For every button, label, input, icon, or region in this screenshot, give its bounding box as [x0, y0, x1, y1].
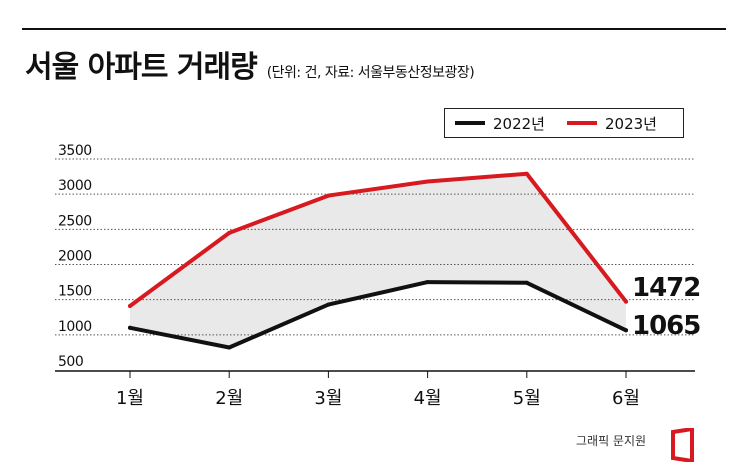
title-block: 서울 아파트 거래량 (단위: 건, 자료: 서울부동산정보광장) — [25, 42, 475, 86]
legend-label-2023: 2023년 — [604, 114, 657, 133]
y-tick-label-2000: 2000 — [58, 249, 92, 265]
data-point — [227, 230, 232, 235]
y-tick-label-500: 500 — [58, 354, 83, 370]
legend: 2022년 2023년 — [444, 108, 684, 138]
data-point — [624, 299, 628, 304]
legend-label-2022: 2022년 — [493, 114, 545, 133]
x-tick-label-3: 3월 — [314, 388, 342, 409]
y-tick-label-2500: 2500 — [58, 213, 92, 229]
x-tick-label-5: 5월 — [513, 388, 541, 409]
series-line-2022년 — [128, 280, 628, 350]
data-point — [624, 328, 628, 333]
bracket-logo-icon — [671, 428, 694, 462]
graphic-credit: 그래픽 문지원 — [576, 434, 647, 448]
legend-item-2023: 2023년 — [566, 113, 657, 134]
x-tick-label-1: 1월 — [116, 388, 144, 409]
legend-swatch-2023 — [566, 121, 597, 125]
data-point — [128, 303, 132, 308]
series-line-2023년 — [128, 171, 628, 308]
legend-swatch-2022 — [455, 121, 485, 125]
top-rule — [22, 28, 726, 30]
chart-subtitle: (단위: 건, 자료: 서울부동산정보광장) — [266, 65, 475, 81]
data-point — [227, 345, 232, 350]
data-point — [425, 179, 430, 184]
data-point — [326, 193, 331, 198]
data-point — [524, 280, 529, 285]
data-point — [425, 280, 430, 285]
area-between-series — [130, 173, 626, 348]
x-tick-label-2: 2월 — [215, 388, 243, 409]
x-tick-label-6: 6월 — [612, 388, 640, 409]
y-tick-label-1500: 1500 — [58, 284, 92, 300]
end-label-2022: 1065 — [632, 311, 700, 341]
chart-title: 서울 아파트 거래량 — [25, 50, 258, 85]
x-tick-label-4: 4월 — [414, 388, 442, 409]
end-label-2023: 1472 — [632, 273, 700, 303]
y-tick-label-3000: 3000 — [58, 178, 92, 194]
y-tick-label-3500: 3500 — [58, 143, 92, 159]
legend-item-2022: 2022년 — [455, 113, 545, 134]
data-point — [326, 302, 331, 307]
y-tick-label-1000: 1000 — [58, 319, 92, 335]
data-point — [128, 325, 132, 330]
data-point — [524, 171, 529, 176]
